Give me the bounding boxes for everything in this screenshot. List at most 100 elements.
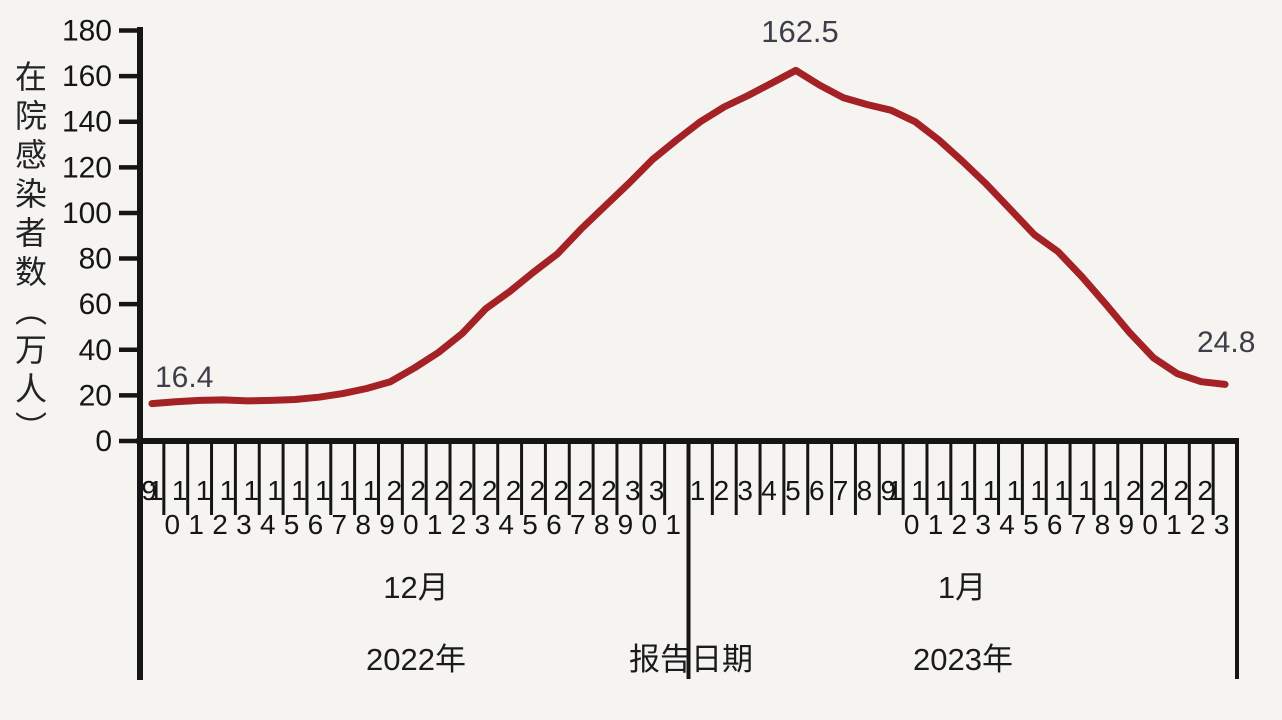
x-day-label-tens: 1 [1078, 475, 1094, 506]
x-day-label-units: 7 [570, 509, 586, 540]
x-day-label: 9 [141, 475, 157, 506]
y-tick-label: 20 [79, 379, 112, 412]
x-day-label-tens: 1 [1054, 475, 1070, 506]
y-tick-label: 40 [79, 334, 112, 367]
x-day-label-tens: 1 [983, 475, 999, 506]
x-day-label-units: 6 [308, 509, 324, 540]
x-day-label-tens: 1 [959, 475, 975, 506]
y-tick-label: 120 [62, 151, 112, 184]
x-day-label-units: 4 [999, 509, 1015, 540]
x-day-label-units: 3 [1214, 509, 1230, 540]
x-day-label-units: 1 [928, 509, 944, 540]
annotation-end-value: 24.8 [1197, 326, 1256, 359]
x-day-label: 5 [785, 475, 801, 506]
x-day-label-tens: 1 [148, 475, 164, 506]
period-label-year-2022: 2022年 [366, 642, 466, 677]
x-day-label-tens: 3 [649, 475, 665, 506]
x-day-label-units: 5 [284, 509, 300, 540]
x-day-label-tens: 2 [1126, 475, 1142, 506]
x-day-label-units: 2 [451, 509, 467, 540]
x-day-label-units: 1 [1166, 509, 1182, 540]
y-tick-label: 60 [79, 288, 112, 321]
x-day-label-tens: 1 [1030, 475, 1046, 506]
x-day-label-tens: 1 [339, 475, 355, 506]
x-day-label-units: 2 [212, 509, 228, 540]
x-day-label-tens: 2 [601, 475, 617, 506]
x-day-label-tens: 2 [387, 475, 403, 506]
x-day-label-units: 2 [952, 509, 968, 540]
x-day-label-units: 5 [522, 509, 538, 540]
x-day-label-tens: 1 [315, 475, 331, 506]
x-day-label-tens: 2 [506, 475, 522, 506]
y-tick-label: 100 [62, 197, 112, 230]
x-day-label-tens: 1 [935, 475, 951, 506]
infection-curve [148, 66, 1229, 408]
x-day-label: 6 [809, 475, 825, 506]
x-day-label-units: 0 [403, 509, 419, 540]
x-day-label-units: 0 [165, 509, 181, 540]
x-day-label-units: 9 [618, 509, 634, 540]
x-day-label-units: 4 [498, 509, 514, 540]
x-day-label-units: 0 [642, 509, 658, 540]
x-day-label-units: 2 [1190, 509, 1206, 540]
x-day-label-tens: 2 [553, 475, 569, 506]
annotation-peak-value: 162.5 [761, 14, 839, 49]
x-day-label-tens: 2 [1150, 475, 1166, 506]
x-day-label: 3 [737, 475, 753, 506]
period-label-year-2023: 2023年 [913, 642, 1013, 677]
x-day-label-units: 1 [427, 509, 443, 540]
x-day-label-tens: 1 [1007, 475, 1023, 506]
x-day-label-units: 6 [1047, 509, 1063, 540]
x-day-label-units: 9 [379, 509, 395, 540]
x-day-label-units: 6 [546, 509, 562, 540]
x-day-label-tens: 2 [530, 475, 546, 506]
annotation-start-value: 16.4 [155, 361, 214, 394]
x-day-label-tens: 2 [1197, 475, 1213, 506]
period-label-december: 12月 [383, 570, 449, 605]
x-day-label-units: 3 [975, 509, 991, 540]
x-day-label-tens: 1 [220, 475, 236, 506]
x-day-label-units: 0 [1142, 509, 1158, 540]
y-tick-label: 180 [62, 15, 112, 48]
x-day-label-units: 3 [475, 509, 491, 540]
y-axis-title: 在院感染者数（万人） [11, 60, 47, 450]
y-tick-label: 140 [62, 106, 112, 139]
x-day-label-units: 9 [1118, 509, 1134, 540]
x-day-label-tens: 2 [434, 475, 450, 506]
x-day-label-tens: 1 [887, 475, 903, 506]
x-day-label-tens: 1 [196, 475, 212, 506]
x-day-label-units: 5 [1023, 509, 1039, 540]
x-day-label-units: 8 [1095, 509, 1111, 540]
x-day-label-tens: 1 [172, 475, 188, 506]
y-tick-label: 0 [95, 425, 112, 458]
x-day-label: 1 [690, 475, 706, 506]
x-day-label-units: 3 [236, 509, 252, 540]
x-day-label: 9 [880, 475, 896, 506]
x-day-label: 7 [833, 475, 849, 506]
y-tick-label: 160 [62, 60, 112, 93]
x-day-label-units: 8 [355, 509, 371, 540]
x-day-label-units: 7 [331, 509, 347, 540]
y-tick-label: 80 [79, 243, 112, 276]
x-day-label-tens: 1 [911, 475, 927, 506]
x-day-label: 4 [761, 475, 777, 506]
x-day-label-tens: 3 [625, 475, 641, 506]
x-day-label-units: 4 [260, 509, 276, 540]
x-day-label-tens: 1 [1102, 475, 1118, 506]
x-day-label: 2 [714, 475, 730, 506]
x-axis-title: 报告日期 [629, 642, 753, 677]
x-day-label-units: 8 [594, 509, 610, 540]
period-label-january: 1月 [937, 570, 987, 605]
x-day-label-units: 1 [665, 509, 681, 540]
x-day-label-tens: 2 [482, 475, 498, 506]
x-day-label-tens: 1 [363, 475, 379, 506]
x-day-label-tens: 2 [1174, 475, 1190, 506]
x-day-label-tens: 1 [243, 475, 259, 506]
x-day-label-tens: 1 [291, 475, 307, 506]
x-day-label-units: 0 [904, 509, 920, 540]
x-day-label: 8 [857, 475, 873, 506]
x-day-label-tens: 2 [410, 475, 426, 506]
x-day-label-tens: 2 [577, 475, 593, 506]
